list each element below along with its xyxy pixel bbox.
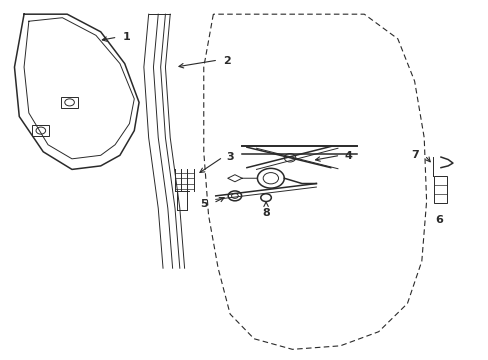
Text: 8: 8	[262, 208, 269, 218]
Text: 6: 6	[434, 215, 442, 225]
Text: 1: 1	[122, 32, 130, 42]
Bar	[433, 176, 447, 203]
Text: 5: 5	[200, 199, 208, 209]
Text: 2: 2	[223, 56, 230, 66]
Text: 7: 7	[410, 150, 418, 159]
Text: 3: 3	[226, 152, 233, 162]
Text: 4: 4	[344, 151, 351, 161]
